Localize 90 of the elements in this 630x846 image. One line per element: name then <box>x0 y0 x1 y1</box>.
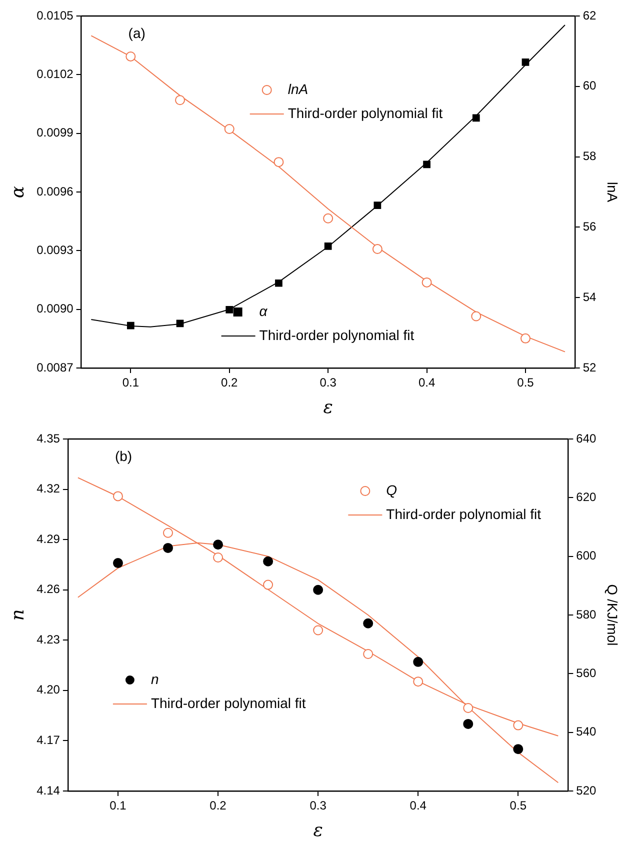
y-tick-label: 0.0087 <box>36 360 74 374</box>
x-tick-label: 0.2 <box>210 798 227 813</box>
annotation: (b) <box>114 448 132 464</box>
point <box>472 114 480 122</box>
point <box>413 656 424 667</box>
y2-axis-title: Q /KJ/mol <box>604 584 621 646</box>
y2-tick-label: 620 <box>576 490 597 504</box>
legend-label: Third-order polynomial fit <box>288 104 443 121</box>
y2-tick-label: 60 <box>582 78 597 93</box>
point <box>422 277 432 288</box>
legend-label: Third-order polynomial fit <box>150 694 306 711</box>
x-tick-label: 0.4 <box>410 798 427 813</box>
x-tick-label: 0.2 <box>221 376 238 390</box>
y2-tick-label: 600 <box>576 548 597 563</box>
point <box>363 618 374 628</box>
y-tick-label: 4.20 <box>36 682 60 697</box>
point <box>313 625 324 636</box>
y2-tick-label: 54 <box>582 290 597 304</box>
y-tick-label: 0.0105 <box>36 8 74 22</box>
y-axis-title: n <box>7 609 28 621</box>
y2-tick-label: 52 <box>582 360 597 374</box>
y-tick-label: 4.29 <box>36 532 60 546</box>
x-axis-title: ε <box>323 396 333 418</box>
point <box>522 58 530 66</box>
y2-tick-label: 520 <box>576 783 597 798</box>
legend-label: Third-order polynomial fit <box>259 326 414 343</box>
point <box>213 552 224 563</box>
point <box>163 528 173 538</box>
point <box>175 95 186 106</box>
y-axis-title: α <box>7 186 28 198</box>
x-tick-label: 0.3 <box>310 798 327 813</box>
point <box>324 242 332 250</box>
y2-tick-label: 560 <box>576 666 597 680</box>
point <box>471 311 482 322</box>
point <box>463 718 474 729</box>
point <box>163 542 173 553</box>
x-axis-title: ε <box>313 820 323 841</box>
y2-tick-label: 580 <box>576 607 597 622</box>
y2-tick-label: 56 <box>582 220 597 234</box>
y-tick-label: 4.17 <box>36 733 60 748</box>
point <box>274 157 284 168</box>
x-tick-label: 0.1 <box>122 376 140 390</box>
point <box>213 540 224 550</box>
y2-tick-label: 640 <box>576 431 597 446</box>
x-tick-label: 0.4 <box>418 376 436 390</box>
y2-tick-label: 62 <box>582 8 597 22</box>
point <box>463 702 474 713</box>
y-tick-label: 4.26 <box>36 582 60 596</box>
point <box>126 322 134 330</box>
point <box>372 244 382 254</box>
legend-label: lnA <box>288 80 308 97</box>
y-tick-label: 4.35 <box>36 431 60 446</box>
legend-label: α <box>259 302 268 319</box>
y-tick-label: 0.0090 <box>36 302 74 316</box>
point <box>112 491 123 502</box>
point <box>423 160 430 168</box>
point <box>112 558 123 568</box>
point <box>224 124 234 134</box>
y-tick-label: 0.0096 <box>36 184 74 198</box>
point <box>126 51 136 62</box>
point <box>513 720 524 730</box>
point <box>413 676 424 687</box>
y-tick-label: 0.0102 <box>36 66 74 81</box>
point <box>513 744 524 754</box>
annotation: (a) <box>128 25 146 41</box>
x-tick-label: 0.3 <box>320 376 337 390</box>
point <box>363 649 374 660</box>
y-tick-label: 4.32 <box>36 482 60 496</box>
y-tick-label: 0.0093 <box>36 242 74 257</box>
y2-tick-label: 540 <box>576 724 597 739</box>
x-tick-label: 0.5 <box>510 798 527 813</box>
y-tick-label: 4.23 <box>36 632 60 646</box>
point <box>263 556 274 566</box>
point <box>323 213 334 224</box>
x-tick-label: 0.5 <box>517 376 534 390</box>
point <box>176 320 184 328</box>
point <box>263 580 274 590</box>
point <box>520 333 530 344</box>
point <box>313 584 324 595</box>
legend-label: Q <box>386 482 398 498</box>
y-tick-label: 4.14 <box>36 783 60 798</box>
x-tick-label: 0.1 <box>110 798 127 813</box>
y2-tick-label: 58 <box>582 149 597 164</box>
point <box>275 279 282 287</box>
legend-label: n <box>150 670 159 687</box>
y2-axis-title: lnA <box>604 182 621 203</box>
point <box>226 306 234 314</box>
y-tick-label: 0.0099 <box>36 126 74 140</box>
point <box>374 202 382 209</box>
legend-label: Third-order polynomial fit <box>386 506 542 522</box>
